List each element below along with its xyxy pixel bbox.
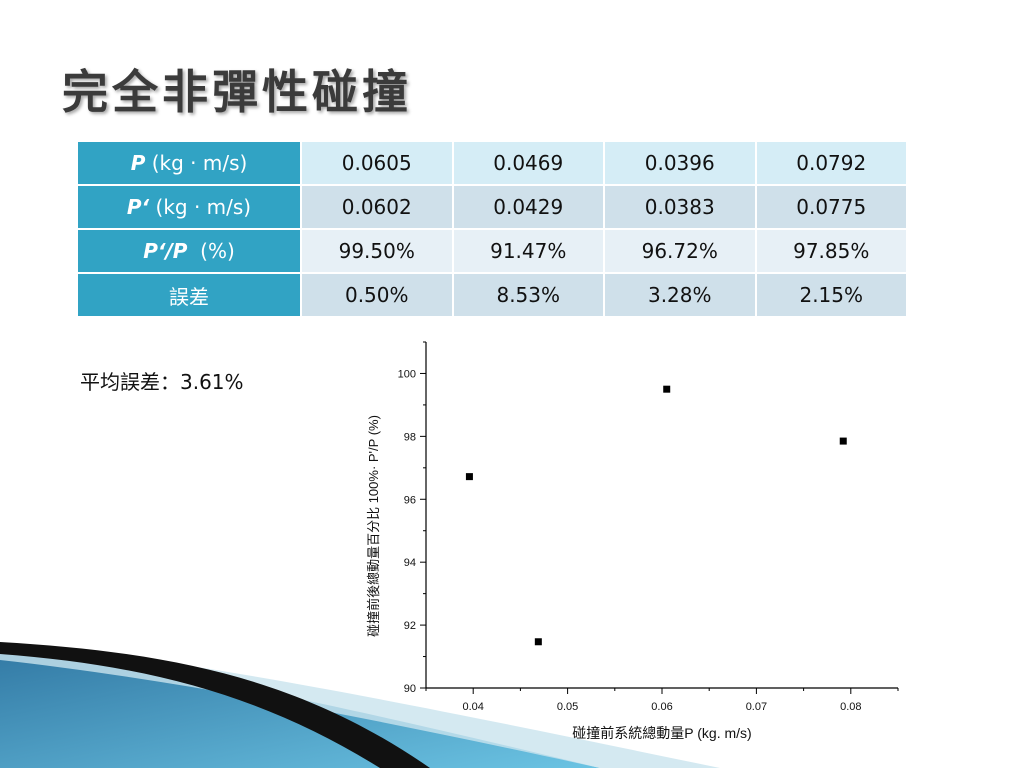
table-row: P‘/P (%) 99.50% 91.47% 96.72% 97.85%	[76, 228, 908, 274]
data-point	[534, 638, 542, 646]
table-cell: 0.0792	[754, 140, 908, 186]
data-point	[839, 437, 847, 445]
y-axis-label: 碰撞前後總動量百分比 100%· P'/P (%)	[366, 415, 381, 637]
table-cell: 0.0469	[451, 140, 605, 186]
table-cell: 0.0396	[603, 140, 757, 186]
momentum-table: P (kg · m/s) 0.0605 0.0469 0.0396 0.0792 P‘ (…	[76, 140, 908, 318]
x-axis-label: 碰撞前系統總動量P (kg. m/s)	[572, 725, 751, 741]
row-header-unit: (kg · m/s)	[145, 151, 248, 175]
data-point	[465, 473, 473, 481]
table-row: 誤差 0.50% 8.53% 3.28% 2.15%	[76, 272, 908, 318]
row-header-unit: 誤差	[169, 284, 209, 309]
table-cell: 3.28%	[603, 272, 757, 318]
x-tick-label: 0.07	[746, 701, 767, 713]
x-tick-label: 0.04	[462, 701, 483, 713]
x-tick-label: 0.05	[557, 701, 578, 713]
y-tick-label: 98	[404, 431, 416, 443]
table-cell: 0.0605	[300, 140, 454, 186]
y-tick-label: 92	[404, 620, 416, 632]
slide-title: 完全非彈性碰撞	[62, 65, 412, 119]
row-header-symbol: P	[130, 151, 146, 175]
table-cell: 0.0602	[300, 184, 454, 230]
table-cell: 97.85%	[754, 228, 908, 274]
table-cell: 0.50%	[300, 272, 454, 318]
scatter-chart: 0.04 0.05 0.06 0.07 0.08 90 92 94 96 98 100 碰撞前系統總…	[366, 341, 899, 741]
chart-ticks: 0.04 0.05 0.06 0.07 0.08 90 92 94 96 98 100	[398, 341, 899, 713]
table-cell: 0.0383	[603, 184, 757, 230]
row-header: P‘/P (%)	[76, 228, 302, 274]
table-cell: 99.50%	[300, 228, 454, 274]
row-header-unit: (%)	[187, 239, 235, 263]
row-header: 誤差	[76, 272, 302, 318]
y-tick-label: 94	[404, 557, 416, 569]
row-header-unit: (kg · m/s)	[149, 195, 252, 219]
row-header: P (kg · m/s)	[76, 140, 302, 186]
data-point	[663, 385, 671, 393]
decorative-swoosh	[0, 642, 720, 768]
table-cell: 0.0429	[451, 184, 605, 230]
chart-points	[465, 385, 847, 646]
row-header-symbol: P‘	[126, 195, 150, 219]
average-error-text: 平均誤差：3.61%	[80, 370, 244, 394]
x-tick-label: 0.06	[651, 701, 672, 713]
row-header-symbol: P‘/P	[143, 239, 188, 263]
y-tick-label: 100	[398, 368, 416, 380]
table-cell: 8.53%	[451, 272, 605, 318]
y-tick-label: 90	[404, 683, 416, 695]
table-cell: 0.0775	[754, 184, 908, 230]
table-cell: 91.47%	[451, 228, 605, 274]
y-tick-label: 96	[404, 494, 416, 506]
row-header: P‘ (kg · m/s)	[76, 184, 302, 230]
x-tick-label: 0.08	[840, 701, 861, 713]
table-row: P (kg · m/s) 0.0605 0.0469 0.0396 0.0792	[76, 140, 908, 186]
table-row: P‘ (kg · m/s) 0.0602 0.0429 0.0383 0.0775	[76, 184, 908, 230]
table-cell: 96.72%	[603, 228, 757, 274]
table-cell: 2.15%	[754, 272, 908, 318]
